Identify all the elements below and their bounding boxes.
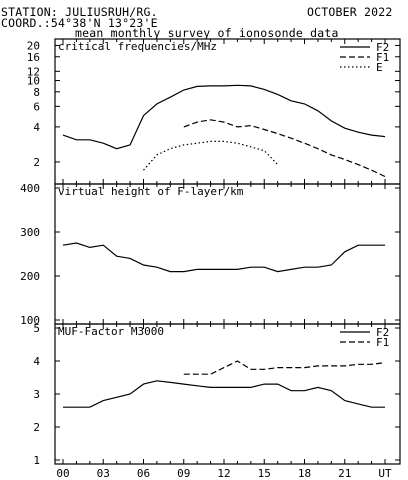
legend-label-f2: F2 <box>376 41 389 54</box>
y-tick-label: 300 <box>20 226 40 239</box>
y-tick-label: 200 <box>20 270 40 283</box>
x-tick-label: UT <box>378 467 392 480</box>
legend-label-e: E <box>376 61 383 74</box>
survey-subtitle: mean monthly survey of ionosonde data <box>75 26 339 40</box>
x-tick-label: 09 <box>177 467 190 480</box>
y-tick-label: 2 <box>33 156 40 169</box>
panel-2-title: virtual height of F-layer/km <box>58 185 244 198</box>
y-tick-label: 16 <box>27 51 40 64</box>
y-tick-label: 6 <box>33 100 40 113</box>
y-tick-label: 3 <box>33 388 40 401</box>
y-tick-label: 8 <box>33 86 40 99</box>
y-tick-label: 4 <box>33 355 40 368</box>
y-tick-label: 100 <box>20 314 40 327</box>
x-tick-label: 21 <box>338 467 351 480</box>
x-tick-label: 06 <box>137 467 150 480</box>
series-f1-line <box>183 360 386 375</box>
panel-3-title: MUF-Factor M3000 <box>58 325 164 338</box>
legend-label-f1: F1 <box>376 336 389 349</box>
panel-2-frame <box>54 183 401 325</box>
legend-label-f2: F2 <box>376 326 389 339</box>
y-tick-label: 12 <box>27 65 40 78</box>
y-tick-label: 10 <box>27 75 40 88</box>
series-main-line <box>62 242 385 273</box>
series-f2-line <box>62 84 386 150</box>
y-tick-label: 400 <box>20 182 40 195</box>
series-f2-line <box>63 380 385 408</box>
series-f1-line <box>183 119 386 178</box>
legend-label-f1: F1 <box>376 51 389 64</box>
survey-date: OCTOBER 2022 <box>307 5 393 19</box>
panel-1-frame <box>54 38 401 185</box>
y-tick-label: 1 <box>33 454 40 467</box>
y-tick-label: 2 <box>33 421 40 434</box>
station-label: STATION: JULIUSRUH/RG. <box>1 5 158 19</box>
y-tick-label: 4 <box>33 121 40 134</box>
panel-3-frame <box>54 323 401 465</box>
coordinates-label: COORD.:54°38'N 13°23'E <box>1 16 158 30</box>
y-tick-label: 20 <box>27 39 40 52</box>
series-e-line <box>143 140 279 171</box>
y-tick-label: 5 <box>33 322 40 335</box>
x-tick-label: 15 <box>258 467 271 480</box>
x-tick-label: 18 <box>298 467 311 480</box>
x-tick-label: 03 <box>97 467 110 480</box>
x-tick-label: 12 <box>217 467 230 480</box>
panel-1-title: critical frequencies/MHz <box>58 40 217 53</box>
x-tick-label: 00 <box>56 467 69 480</box>
